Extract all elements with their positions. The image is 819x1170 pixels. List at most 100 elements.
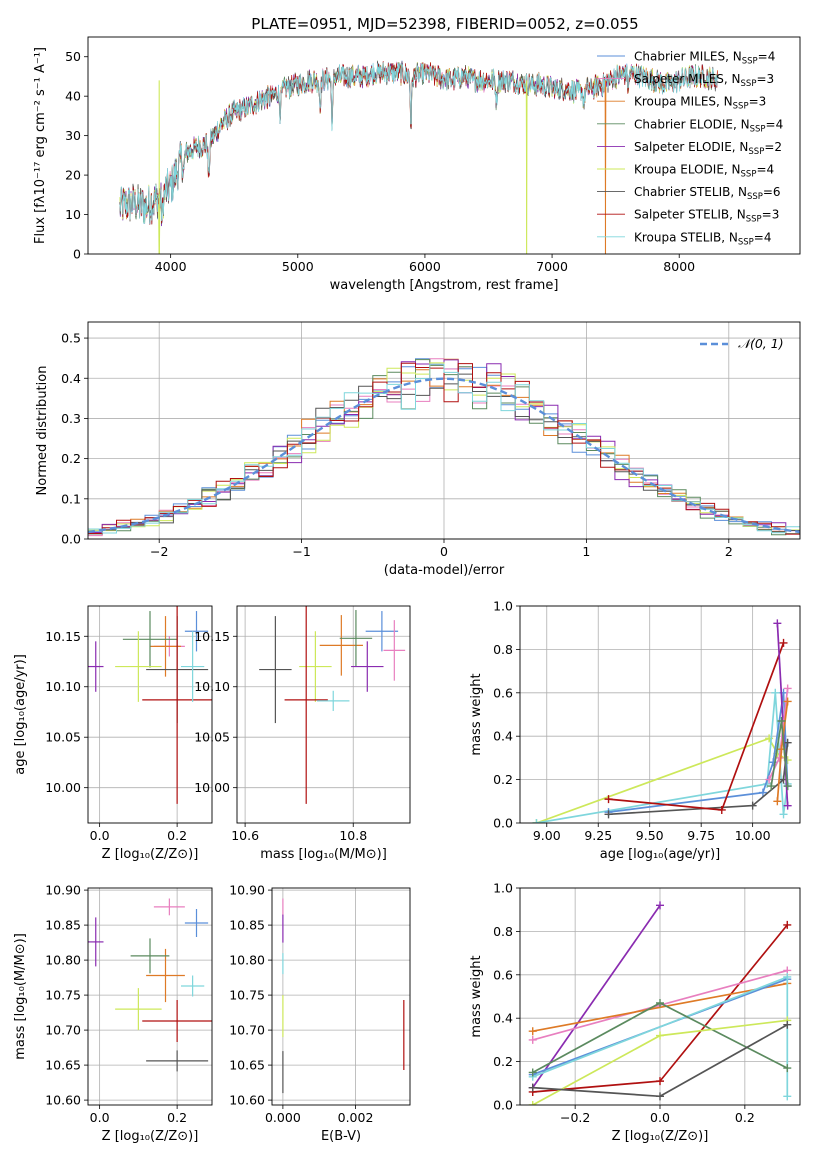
legend-entry: Kroupa STELIB, NSSP=4	[634, 230, 772, 247]
panel-residuals: 𝒩(0, 1) −2 −1 0 1 2 0.0 0.1 0.2 0.3 0.4 0.5 (data-mo…	[35, 321, 801, 578]
x-tick-label: 0.2	[167, 828, 187, 843]
legend-entry: Chabrier STELIB, NSSP=6	[634, 185, 781, 202]
legend-entry: 𝒩(0, 1)	[738, 336, 784, 351]
x-axis-label: mass [log₁₀(M/M⊙)]	[260, 847, 387, 862]
normal-curve	[88, 377, 800, 534]
panel-weight_vs_age: 9.00 9.25 9.50 9.75 10.00 0.0 0.2 0.4 0.6 0.8 1.0 a…	[469, 599, 801, 862]
plot-area	[282, 898, 405, 1094]
y-axis-label: mass weight	[469, 673, 484, 755]
y-tick-label: 50	[65, 49, 81, 64]
plot-area	[88, 358, 800, 538]
x-tick-label: 9.00	[533, 828, 561, 843]
y-tick-label: 0.0	[493, 816, 513, 831]
y-tick-label: 10.75	[45, 988, 81, 1003]
weight-marker	[604, 810, 613, 819]
weight-marker	[771, 688, 780, 697]
x-tick-label: 0.0	[90, 828, 110, 843]
plot-area	[532, 619, 792, 823]
y-axis-label: mass weight	[469, 955, 484, 1037]
legend-entry: Kroupa MILES, NSSP=3	[634, 95, 766, 112]
weight-marker	[783, 1092, 792, 1101]
plot-area	[88, 898, 212, 1072]
spectrum-line	[119, 62, 718, 224]
weight-marker	[717, 805, 726, 814]
x-tick-label: −2	[150, 544, 168, 559]
x-tick-label: 8000	[663, 259, 695, 274]
weight-marker	[783, 972, 792, 981]
weight-marker	[656, 1077, 664, 1086]
weight-line	[608, 692, 789, 813]
x-tick-label: 0	[440, 544, 448, 559]
y-axis-label: Flux [fλ10⁻¹⁷ erg cm⁻² s⁻¹ A⁻¹]	[33, 47, 48, 244]
weight-marker	[758, 788, 767, 797]
weight-line	[532, 904, 661, 1089]
figure-title: PLATE=0951, MJD=52398, FIBERID=0052, z=0…	[251, 15, 638, 33]
y-tick-label: 30	[65, 128, 81, 143]
weight-marker	[656, 1092, 664, 1101]
weight-marker	[783, 1020, 792, 1029]
weight-marker	[783, 782, 792, 791]
weight-marker	[528, 1083, 537, 1092]
panel-age_vs_Z: 0.0 0.2 10.00 10.05 10.10 10.15 Z [log₁₀(Z/Z⊙)…	[13, 605, 213, 862]
weight-marker	[656, 1031, 664, 1040]
x-tick-label: 6000	[409, 259, 441, 274]
weight-marker	[769, 758, 778, 767]
y-tick-label: 0.5	[61, 331, 81, 346]
y-tick-label: 10.85	[229, 918, 265, 933]
x-tick-label: 0.002	[338, 1110, 374, 1125]
x-tick-label: 10.8	[339, 828, 367, 843]
y-tick-label: 0.6	[493, 967, 513, 982]
weight-line	[536, 737, 789, 823]
axes-frame	[519, 605, 801, 824]
axes-frame	[87, 605, 213, 824]
weight-marker	[656, 999, 664, 1008]
x-axis-label: E(B-V)	[321, 1129, 361, 1144]
x-axis-label: Z [log₁₀(Z/Z⊙)]	[612, 1129, 709, 1144]
x-tick-label: 9.75	[687, 828, 715, 843]
x-tick-label: 0.0	[650, 1110, 670, 1125]
y-tick-label: 0.4	[493, 729, 513, 744]
y-tick-label: 10.05	[194, 730, 230, 745]
y-axis-label: age [log₁₀(age/yr)]	[13, 654, 28, 775]
y-tick-label: 0.8	[493, 924, 513, 939]
y-tick-label: 1.0	[493, 599, 513, 614]
weight-marker	[773, 619, 782, 628]
weight-marker	[532, 819, 541, 823]
x-tick-label: 5000	[282, 259, 314, 274]
legend-entry: Chabrier ELODIE, NSSP=4	[634, 117, 783, 134]
axes-frame	[271, 887, 411, 1106]
x-tick-label: 0.000	[265, 1110, 301, 1125]
y-tick-label: 0	[73, 247, 81, 262]
weight-marker	[779, 810, 788, 819]
y-tick-label: 0.0	[61, 532, 81, 547]
y-tick-label: 10	[65, 207, 81, 222]
panels: Chabrier MILES, NSSP=4 Salpeter MILES, NS…	[13, 36, 801, 1144]
x-tick-label: 0.2	[735, 1110, 755, 1125]
y-tick-label: 0.2	[493, 772, 513, 787]
axes-frame	[87, 36, 801, 255]
weight-line	[532, 982, 788, 1033]
legend-entry: Salpeter ELODIE, NSSP=2	[634, 140, 782, 157]
legend-entry: Salpeter STELIB, NSSP=3	[634, 208, 779, 225]
y-tick-label: 10.65	[229, 1058, 265, 1073]
y-tick-label: 10.70	[45, 1023, 81, 1038]
panel-spectrum: Chabrier MILES, NSSP=4 Salpeter MILES, NS…	[33, 36, 801, 293]
y-tick-label: 10.75	[229, 988, 265, 1003]
panel-weight_vs_Z: −0.2 0.0 0.2 0.0 0.2 0.4 0.6 0.8 1.0 Z [log₁₀(Z/Z…	[469, 881, 801, 1144]
y-tick-label: 0.4	[61, 371, 81, 386]
plot-area	[259, 606, 406, 804]
y-tick-label: 10.15	[194, 629, 230, 644]
x-tick-label: 7000	[536, 259, 568, 274]
y-tick-label: 0.0	[493, 1098, 513, 1113]
y-tick-label: 10.00	[194, 780, 230, 795]
weight-marker	[656, 901, 664, 910]
x-axis-label: Z [log₁₀(Z/Z⊙)]	[102, 847, 199, 862]
x-tick-label: 9.50	[636, 828, 664, 843]
x-axis-label: age [log₁₀(age/yr)]	[600, 847, 721, 862]
y-tick-label: 0.3	[61, 411, 81, 426]
panel-mass_vs_Z: 0.0 0.2 10.60 10.65 10.70 10.75 10.80 10.85 10.9…	[13, 883, 213, 1144]
x-tick-label: 10.6	[231, 828, 259, 843]
x-tick-label: −0.2	[560, 1110, 590, 1125]
y-tick-label: 0.8	[493, 642, 513, 657]
